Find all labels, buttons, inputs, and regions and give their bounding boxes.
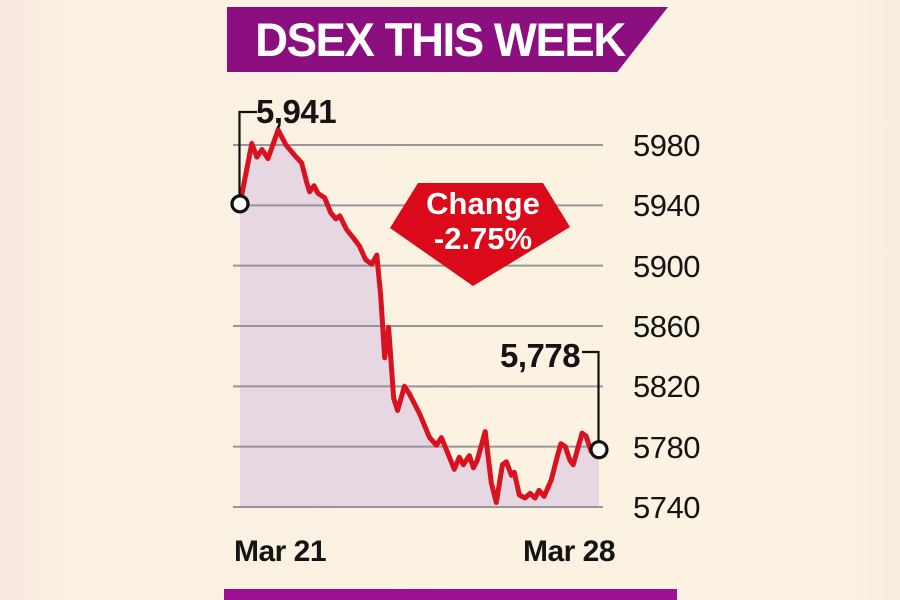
y-axis: 5980 5940 5900 5860 5820 5780 5740 <box>633 0 723 600</box>
start-value-label: 5,941 <box>256 93 337 130</box>
end-value-label: 5,778 <box>500 337 581 374</box>
start-leader-line <box>238 110 257 195</box>
change-arrow-badge: Change -2.75% <box>400 186 566 256</box>
y-axis-tick-label: 5980 <box>633 128 700 164</box>
change-label: Change <box>426 186 540 221</box>
banner: DSEX THIS WEEK <box>227 7 668 72</box>
y-axis-tick-label: 5740 <box>633 490 700 525</box>
x-axis-label-end: Mar 28 <box>523 535 616 568</box>
end-leader-line <box>582 350 600 441</box>
y-axis-tick-label: 5900 <box>633 248 700 284</box>
y-axis-tick-label: 5860 <box>633 309 700 344</box>
x-axis-label-start: Mar 21 <box>234 535 327 568</box>
bottom-accent-bar <box>224 589 677 600</box>
change-value: -2.75% <box>433 220 533 256</box>
y-axis-tick-label: 5940 <box>633 188 700 224</box>
start-point-marker <box>230 194 250 214</box>
price-line <box>237 127 602 505</box>
y-axis-tick-label: 5820 <box>633 369 700 405</box>
end-point-marker <box>589 440 609 460</box>
y-axis-tick-label: 5780 <box>633 429 700 465</box>
page-title: DSEX THIS WEEK <box>255 13 626 66</box>
change-down-arrow-icon <box>390 183 570 286</box>
area-fill <box>240 129 599 507</box>
